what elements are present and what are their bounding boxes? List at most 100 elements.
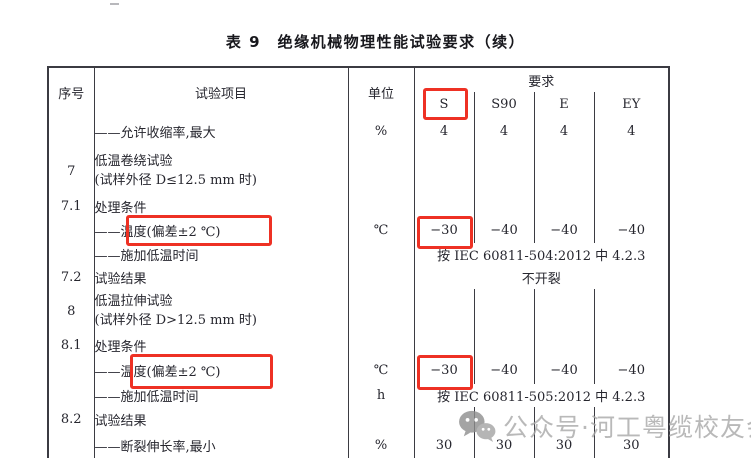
item-line-1: 低温拉伸试验 xyxy=(94,294,173,309)
cell-item: 处理条件 xyxy=(93,333,349,357)
item-line-2: (试样外径 D≤12.5 mm 时) xyxy=(94,173,257,188)
col-header-no: 序号 xyxy=(47,67,95,116)
cell-unit xyxy=(347,333,415,357)
cell-no: 8.2 xyxy=(47,407,95,431)
table-row: 8 低温拉伸试验 (试样外径 D>12.5 mm 时) xyxy=(47,289,670,333)
table-row: ——施加低温时间 按 IEC 60811-504:2012 中 4.2.3 xyxy=(47,243,670,265)
table-row: ——施加低温时间 h 按 IEC 60811-505:2012 中 4.2.3 xyxy=(47,384,670,407)
highlight-box-value-7-1 xyxy=(417,216,473,249)
cell-value-s90: −40 xyxy=(473,217,535,243)
highlight-box-s-header xyxy=(423,88,468,120)
table-row: ——温度(偏差±2 ℃) ℃ −30 −40 −40 −40 xyxy=(47,357,670,384)
cell-empty xyxy=(473,407,535,431)
cell-empty xyxy=(413,407,475,431)
cell-empty xyxy=(593,146,670,196)
cell-item: 低温拉伸试验 (试样外径 D>12.5 mm 时) xyxy=(93,289,349,333)
item-line-2: (试样外径 D>12.5 mm 时) xyxy=(94,313,257,328)
table-row: 8.2 试验结果 xyxy=(47,407,670,431)
cell-empty xyxy=(413,289,475,333)
cell-empty xyxy=(533,146,595,196)
col-header-req-ey: EY xyxy=(593,92,670,116)
table-row: ——断裂伸长率,最小 % 30 30 30 30 xyxy=(47,431,670,458)
cell-unit: h xyxy=(347,384,415,407)
cell-unit xyxy=(347,243,415,265)
highlight-box-temp-8-1 xyxy=(130,354,273,389)
cell-item-temperature: ——温度(偏差±2 ℃) xyxy=(93,357,349,384)
cell-empty xyxy=(533,407,595,431)
cell-span-result: 不开裂 xyxy=(413,265,670,289)
cell-item: ——施加低温时间 xyxy=(93,243,349,265)
cell-empty xyxy=(593,407,670,431)
col-header-req-s90: S90 xyxy=(473,92,535,116)
cell-value-s: 30 xyxy=(413,431,475,458)
table-row: 8.1 处理条件 xyxy=(47,333,670,357)
cell-no xyxy=(47,357,95,384)
scan-artifact xyxy=(110,3,119,5)
cell-empty xyxy=(413,146,475,196)
cell-no: 8.1 xyxy=(47,333,95,357)
cell-empty xyxy=(593,333,670,357)
cell-unit: % xyxy=(347,116,415,146)
cell-item: 试验结果 xyxy=(93,265,349,289)
cell-value-ey: 4 xyxy=(593,116,670,146)
cell-empty xyxy=(473,333,535,357)
cell-no xyxy=(47,384,95,407)
cell-no xyxy=(47,116,95,146)
cell-span-reference: 按 IEC 60811-505:2012 中 4.2.3 xyxy=(413,384,670,407)
cell-no: 7 xyxy=(47,146,95,196)
cell-item: ——断裂伸长率,最小 xyxy=(93,431,349,458)
highlight-box-value-8-1 xyxy=(417,355,473,390)
spec-table: 序号 试验项目 单位 要求 S S90 E EY ——允许收缩率,最大 % 4 … xyxy=(47,66,671,458)
cell-unit xyxy=(347,289,415,333)
item-line-1: 低温卷绕试验 xyxy=(94,154,173,169)
cell-item: 低温卷绕试验 (试样外径 D≤12.5 mm 时) xyxy=(93,146,349,196)
cell-item: ——施加低温时间 xyxy=(93,384,349,407)
cell-no: 8 xyxy=(47,289,95,333)
cell-empty xyxy=(593,196,670,217)
table-row: 7 低温卷绕试验 (试样外径 D≤12.5 mm 时) xyxy=(47,146,670,196)
cell-unit: % xyxy=(347,431,415,458)
col-header-unit: 单位 xyxy=(347,67,415,116)
cell-value-s90: −40 xyxy=(473,357,535,384)
cell-empty xyxy=(413,333,475,357)
cell-empty xyxy=(473,146,535,196)
cell-no xyxy=(47,431,95,458)
table-title: 表 9 绝缘机械物理性能试验要求（续） xyxy=(225,33,526,51)
cell-unit xyxy=(347,196,415,217)
cell-value-e: 30 xyxy=(533,431,595,458)
cell-unit: ℃ xyxy=(347,217,415,243)
cell-no: 7.2 xyxy=(47,265,95,289)
cell-item: ——允许收缩率,最大 xyxy=(93,116,349,146)
table-row: ——温度(偏差±2 ℃) ℃ −30 −40 −40 −40 xyxy=(47,217,670,243)
highlight-box-temp-7-1 xyxy=(126,215,272,246)
col-header-req: 要求 xyxy=(413,67,670,92)
cell-empty xyxy=(593,289,670,333)
cell-no xyxy=(47,243,95,265)
cell-empty xyxy=(473,289,535,333)
cell-no xyxy=(47,217,95,243)
cell-value-s90: 30 xyxy=(473,431,535,458)
table-row: 7.1 处理条件 xyxy=(47,196,670,217)
cell-item: 处理条件 xyxy=(93,196,349,217)
cell-value-e: 4 xyxy=(533,116,595,146)
cell-no: 7.1 xyxy=(47,196,95,217)
cell-unit xyxy=(347,146,415,196)
cell-unit xyxy=(347,407,415,431)
cell-unit: ℃ xyxy=(347,357,415,384)
cell-empty xyxy=(473,196,535,217)
cell-item: 试验结果 xyxy=(93,407,349,431)
col-header-req-e: E xyxy=(533,92,595,116)
cell-value-s: −30 xyxy=(413,217,475,243)
cell-value-ey: −40 xyxy=(593,217,670,243)
cell-empty xyxy=(413,196,475,217)
cell-value-ey: −40 xyxy=(593,357,670,384)
cell-value-e: −40 xyxy=(533,357,595,384)
cell-value-ey: 30 xyxy=(593,431,670,458)
cell-unit xyxy=(347,265,415,289)
cell-value-e: −40 xyxy=(533,217,595,243)
cell-value-s90: 4 xyxy=(473,116,535,146)
cell-empty xyxy=(533,289,595,333)
cell-value-s: −30 xyxy=(413,357,475,384)
table-row: 7.2 试验结果 不开裂 xyxy=(47,265,670,289)
